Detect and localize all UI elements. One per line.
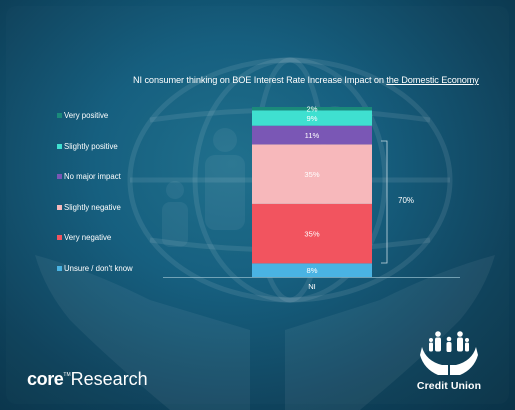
legend-label: No major impact <box>64 172 121 182</box>
legend-item: Unsure / don't know <box>57 264 133 273</box>
bar-segment <box>252 263 372 277</box>
legend-item: No major impact <box>57 172 121 181</box>
data-label: 2% <box>307 105 318 114</box>
legend-label: Unsure / don't know <box>64 264 133 273</box>
data-label: 8% <box>307 266 318 275</box>
bar-segment <box>252 203 372 264</box>
data-label: 35% <box>304 229 319 238</box>
legend-swatch <box>57 235 62 241</box>
legend-swatch <box>57 113 62 118</box>
data-label: 11% <box>305 131 320 140</box>
legend-item: Slightly positive <box>57 142 118 151</box>
chart-title: NI consumer thinking on BOE Interest Rat… <box>133 75 479 85</box>
bar-segment <box>252 110 372 126</box>
annotation-label: 70% <box>398 196 415 205</box>
credit-union-logo: Credit Union <box>409 325 489 392</box>
bar-segment <box>252 144 372 204</box>
bar-segment <box>252 107 372 111</box>
data-label: 35% <box>304 170 319 179</box>
legend-item: Slightly negative <box>57 203 121 212</box>
legend-label: Very positive <box>64 111 109 120</box>
bar-segment <box>252 125 372 145</box>
legend-item: Very negative <box>57 233 111 242</box>
legend-swatch <box>57 143 62 149</box>
legend-swatch <box>57 204 62 210</box>
legend-swatch <box>57 174 62 180</box>
credit-union-emblem-icon <box>420 331 478 375</box>
category-label: NI <box>308 282 316 291</box>
core-research-logo: coreTMResearch <box>27 369 148 389</box>
legend-label: Slightly positive <box>64 141 118 151</box>
legend-label: Very negative <box>64 233 112 243</box>
credit-union-label: Credit Union <box>416 380 482 392</box>
data-label: 9% <box>307 114 318 123</box>
legend-swatch <box>57 266 62 271</box>
legend-item: Very positive <box>57 111 108 120</box>
annotation-bracket <box>381 140 388 264</box>
legend-label: Slightly negative <box>64 202 121 212</box>
